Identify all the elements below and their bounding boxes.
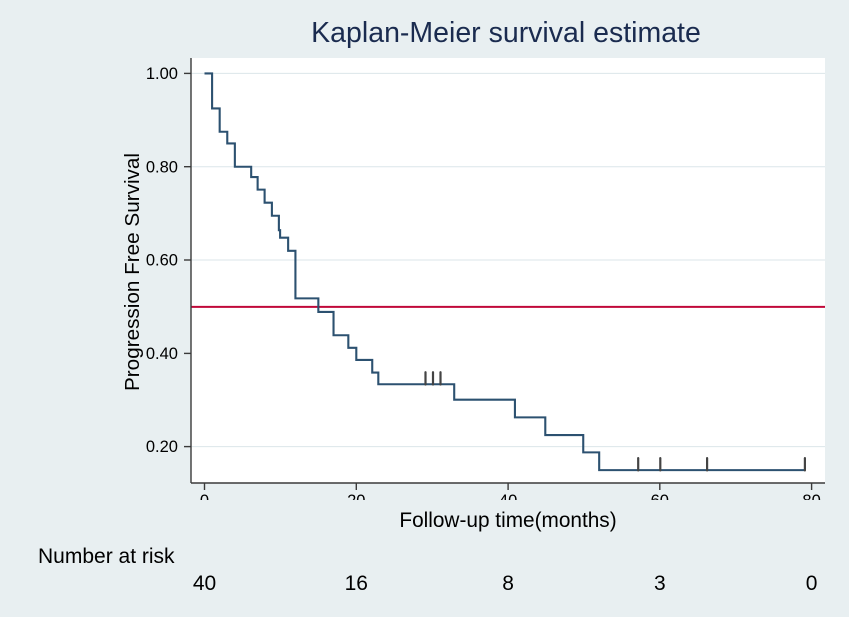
svg-text:0: 0 bbox=[200, 492, 209, 500]
svg-text:0.40: 0.40 bbox=[146, 345, 178, 363]
svg-text:80: 80 bbox=[802, 492, 820, 500]
svg-text:40: 40 bbox=[499, 492, 517, 500]
svg-text:60: 60 bbox=[651, 492, 669, 500]
svg-text:0.80: 0.80 bbox=[146, 158, 178, 176]
svg-text:0.60: 0.60 bbox=[146, 252, 178, 270]
svg-text:1.00: 1.00 bbox=[146, 65, 178, 83]
svg-text:20: 20 bbox=[347, 492, 365, 500]
svg-text:0.20: 0.20 bbox=[146, 438, 178, 456]
